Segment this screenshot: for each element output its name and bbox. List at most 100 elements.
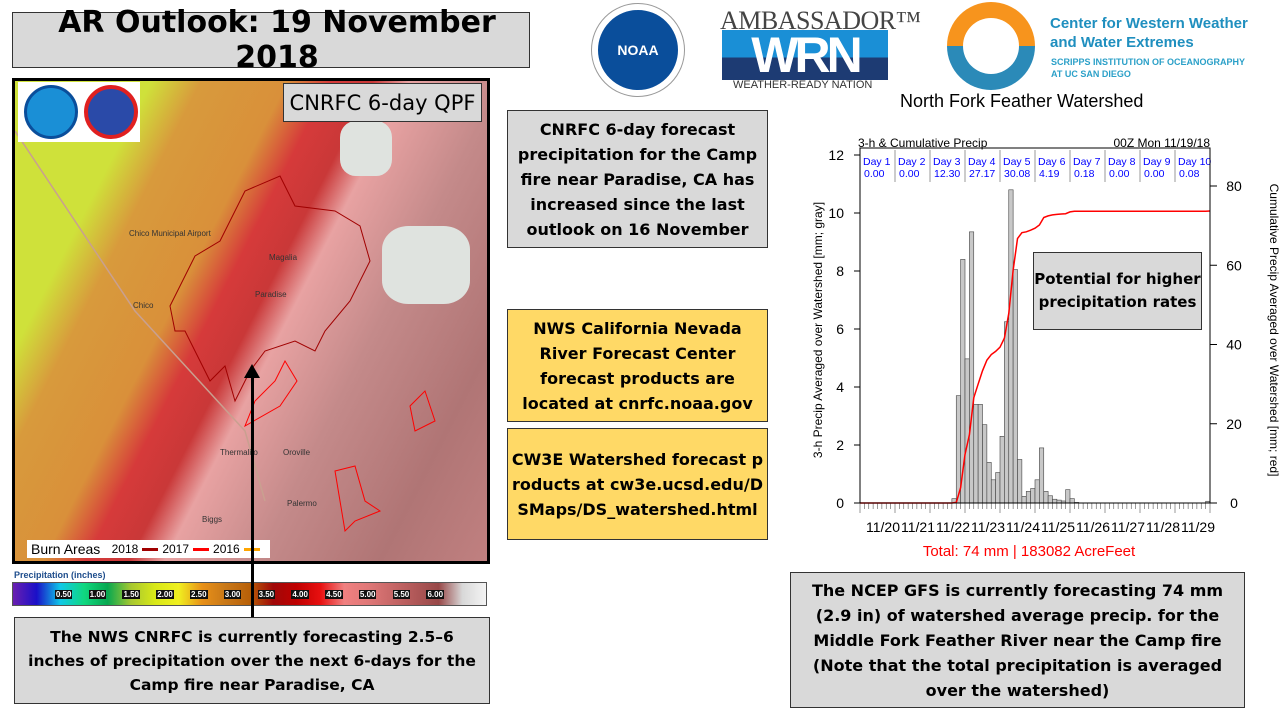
arrow-line bbox=[251, 376, 254, 620]
colorbar-label: 6.00 bbox=[426, 589, 445, 599]
precip-chart: 3-h & Cumulative Precip 00Z Mon 11/19/18… bbox=[811, 136, 1280, 560]
precip-bar bbox=[1017, 459, 1023, 504]
place-label: Chico bbox=[133, 301, 154, 310]
colorbar-tick: 4.50 bbox=[317, 583, 351, 605]
precip-bar bbox=[986, 462, 992, 504]
precip-bar bbox=[1012, 269, 1018, 504]
day-value: 0.00 bbox=[1144, 168, 1165, 180]
map-label: CNRFC 6-day QPF bbox=[283, 83, 482, 122]
day-label: Day 3 bbox=[933, 156, 961, 168]
cnrfc-link-note: NWS California Nevada River Forecast Cen… bbox=[507, 309, 768, 422]
plot-frame bbox=[859, 147, 1211, 504]
day-value: 0.00 bbox=[1109, 168, 1130, 180]
precip-bar bbox=[1004, 321, 1010, 504]
precip-bar bbox=[982, 424, 988, 504]
day-value: 0.18 bbox=[1074, 168, 1095, 180]
y-tick-label: 2 bbox=[836, 437, 844, 453]
x-tick-label: 11/21 bbox=[901, 519, 935, 535]
colorbar-label: 4.50 bbox=[325, 589, 343, 599]
cw3e-affiliation-line: AT UC SAN DIEGO bbox=[1051, 69, 1131, 79]
precip-bar bbox=[1030, 488, 1036, 504]
x-tick-label: 11/20 bbox=[866, 519, 900, 535]
colorbar-title: Precipitation (inches) bbox=[14, 570, 106, 580]
precip-bar bbox=[999, 435, 1005, 504]
precip-bar bbox=[973, 404, 979, 504]
colorbar-label: 2.00 bbox=[156, 589, 174, 599]
watershed-title: North Fork Feather Watershed bbox=[900, 91, 1144, 111]
day-label: Day 7 bbox=[1073, 156, 1101, 168]
colorbar-label: 0.50 bbox=[54, 589, 73, 599]
day-label: Day 6 bbox=[1038, 156, 1066, 168]
precip-bar bbox=[964, 358, 970, 504]
y-axis-label: 3-h Precip Averaged over Watershed [mm; … bbox=[811, 202, 825, 458]
nws-logo bbox=[84, 85, 138, 139]
y-tick-label: 6 bbox=[836, 321, 844, 337]
x-tick-label: 11/27 bbox=[1111, 519, 1145, 535]
day-value: 0.00 bbox=[864, 168, 885, 180]
place-label: Biggs bbox=[202, 515, 223, 524]
x-tick-label: 11/29 bbox=[1181, 519, 1215, 535]
legend-title: Burn Areas bbox=[31, 541, 101, 557]
precip-bar bbox=[1008, 189, 1014, 504]
noaa-logo: NOAA bbox=[592, 4, 684, 96]
colorbar-tick: 2.50 bbox=[182, 583, 216, 605]
day-value: 27.17 bbox=[969, 168, 995, 180]
colorbar-label: 3.00 bbox=[223, 589, 242, 599]
y-tick-label: 10 bbox=[828, 205, 844, 221]
day-label: Day 2 bbox=[898, 156, 926, 168]
chart-title: 3-h & Cumulative Precip bbox=[858, 136, 988, 150]
colorbar-tick: 5.00 bbox=[351, 583, 385, 605]
place-label: Paradise bbox=[255, 290, 287, 299]
day-label: Day 9 bbox=[1143, 156, 1171, 168]
x-tick-label: 11/22 bbox=[936, 519, 970, 535]
legend-year: 2018 bbox=[111, 542, 139, 556]
slide-title: AR Outlook: 19 November 2018 bbox=[12, 5, 530, 75]
colorbar-tick: 1.00 bbox=[81, 583, 115, 605]
colorbar-tick: 3.00 bbox=[216, 583, 250, 605]
day-value: 4.19 bbox=[1039, 168, 1060, 180]
chart-total: Total: 74 mm | 183082 AcreFeet bbox=[923, 543, 1136, 560]
day-value: 0.00 bbox=[899, 168, 920, 180]
place-label: Oroville bbox=[283, 448, 311, 457]
precip-bar bbox=[1034, 479, 1040, 504]
y-tick-label: 12 bbox=[828, 147, 844, 163]
arrow-head-icon bbox=[244, 364, 260, 378]
cw3e-link-note: CW3E Watershed forecast products at cw3e… bbox=[507, 428, 768, 540]
x-tick-label: 11/23 bbox=[971, 519, 1005, 535]
colorbar-label: 4.00 bbox=[291, 589, 309, 599]
y-tick-label: 0 bbox=[836, 495, 844, 511]
legend-line-2017 bbox=[193, 547, 210, 551]
y2-tick-label: 60 bbox=[1226, 257, 1242, 273]
precip-bar bbox=[990, 479, 996, 504]
colorbar-label: 1.50 bbox=[122, 589, 141, 599]
qpf-increase-note: CNRFC 6-day forecast precipitation for t… bbox=[507, 110, 768, 248]
cw3e-name: Center for Western Weather and Water Extr… bbox=[1050, 14, 1248, 52]
y2-tick-label: 20 bbox=[1226, 416, 1242, 432]
day-label: Day 1 bbox=[863, 156, 891, 168]
noaa-nws-logos bbox=[18, 82, 140, 142]
colorbar-label: 1.00 bbox=[88, 589, 107, 599]
precip-bar bbox=[977, 404, 983, 504]
legend-year: 2016 bbox=[213, 542, 240, 556]
cnrfc-forecast-note: The NWS CNRFC is currently forecasting 2… bbox=[14, 617, 490, 704]
x-tick-label: 11/26 bbox=[1076, 519, 1110, 535]
y-tick-label: 4 bbox=[836, 379, 844, 395]
colorbar-tick: 3.50 bbox=[249, 583, 283, 605]
day-label: Day 4 bbox=[968, 156, 996, 168]
precip-bar bbox=[1043, 491, 1049, 504]
colorbar-tick: 4.00 bbox=[283, 583, 317, 605]
cw3e-logo bbox=[947, 2, 1035, 90]
colorbar-tick: 0.50 bbox=[47, 583, 81, 605]
cw3e-affiliation: SCRIPPS INSTITUTION OF OCEANOGRAPHY AT UC… bbox=[1051, 56, 1245, 80]
y2-tick-label: 40 bbox=[1226, 337, 1242, 353]
precip-bar bbox=[1047, 495, 1053, 504]
x-tick-label: 11/24 bbox=[1006, 519, 1040, 535]
colorbar-label: 5.00 bbox=[358, 589, 377, 599]
chart-init-time: 00Z Mon 11/19/18 bbox=[1113, 136, 1210, 150]
y2-tick-label: 0 bbox=[1230, 495, 1238, 511]
day-label: Day 8 bbox=[1108, 156, 1136, 168]
y2-axis-label: Cumulative Precip Averaged over Watershe… bbox=[1267, 184, 1280, 477]
map-white-area bbox=[382, 226, 470, 304]
precip-bar bbox=[995, 472, 1001, 504]
day-label: Day 5 bbox=[1003, 156, 1031, 168]
